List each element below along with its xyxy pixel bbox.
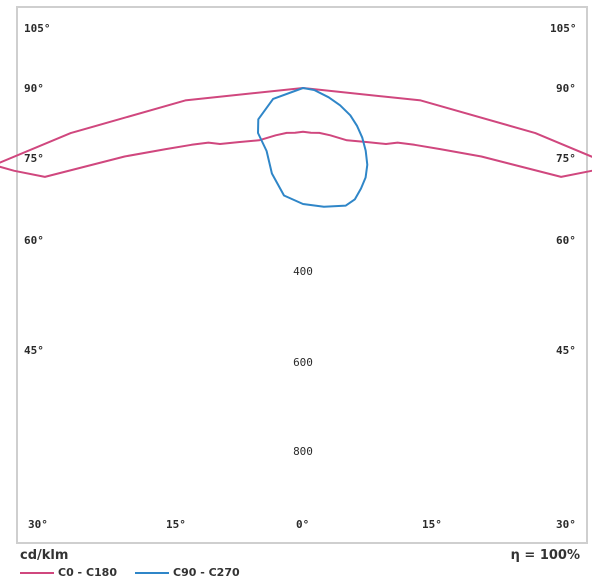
series-line-c0-c180 (0, 87, 592, 178)
legend-label-c90-c270: C90 - C270 (173, 566, 240, 579)
angle-label-right-60: 60° (556, 234, 576, 247)
angle-label-left-90: 90° (24, 82, 44, 95)
bottom-label-30-right: 30° (556, 518, 576, 531)
legend-item-c0-c180: C0 - C180 (20, 566, 117, 579)
unit-label: cd/klm (20, 548, 69, 563)
angle-label-left-45: 45° (24, 344, 44, 357)
angle-label-right-75: 75° (556, 152, 576, 165)
radial-tick-800: 800 (293, 445, 313, 458)
angle-label-left-75: 75° (24, 152, 44, 165)
chart-frame (16, 6, 588, 544)
bottom-label-15-left: 15° (166, 518, 186, 531)
angle-label-right-90: 90° (556, 82, 576, 95)
angle-label-left-60: 60° (24, 234, 44, 247)
radial-tick-400: 400 (293, 265, 313, 278)
bottom-label-30-left: 30° (28, 518, 48, 531)
bottom-label-0: 0° (296, 518, 310, 531)
angle-label-left-105: 105° (24, 22, 51, 35)
angle-label-right-105: 105° (550, 22, 577, 35)
legend-swatch-c0-c180 (20, 571, 54, 574)
legend-swatch-c90-c270 (135, 571, 169, 574)
radial-tick-600: 600 (293, 356, 313, 369)
angle-label-right-45: 45° (556, 344, 576, 357)
bottom-label-15-right: 15° (422, 518, 442, 531)
efficiency-label: η = 100% (510, 548, 580, 563)
legend-label-c0-c180: C0 - C180 (58, 566, 117, 579)
legend-item-c90-c270: C90 - C270 (135, 566, 240, 579)
series-line-c90-c270 (257, 87, 369, 208)
legend: C0 - C180 C90 - C270 (20, 566, 258, 579)
